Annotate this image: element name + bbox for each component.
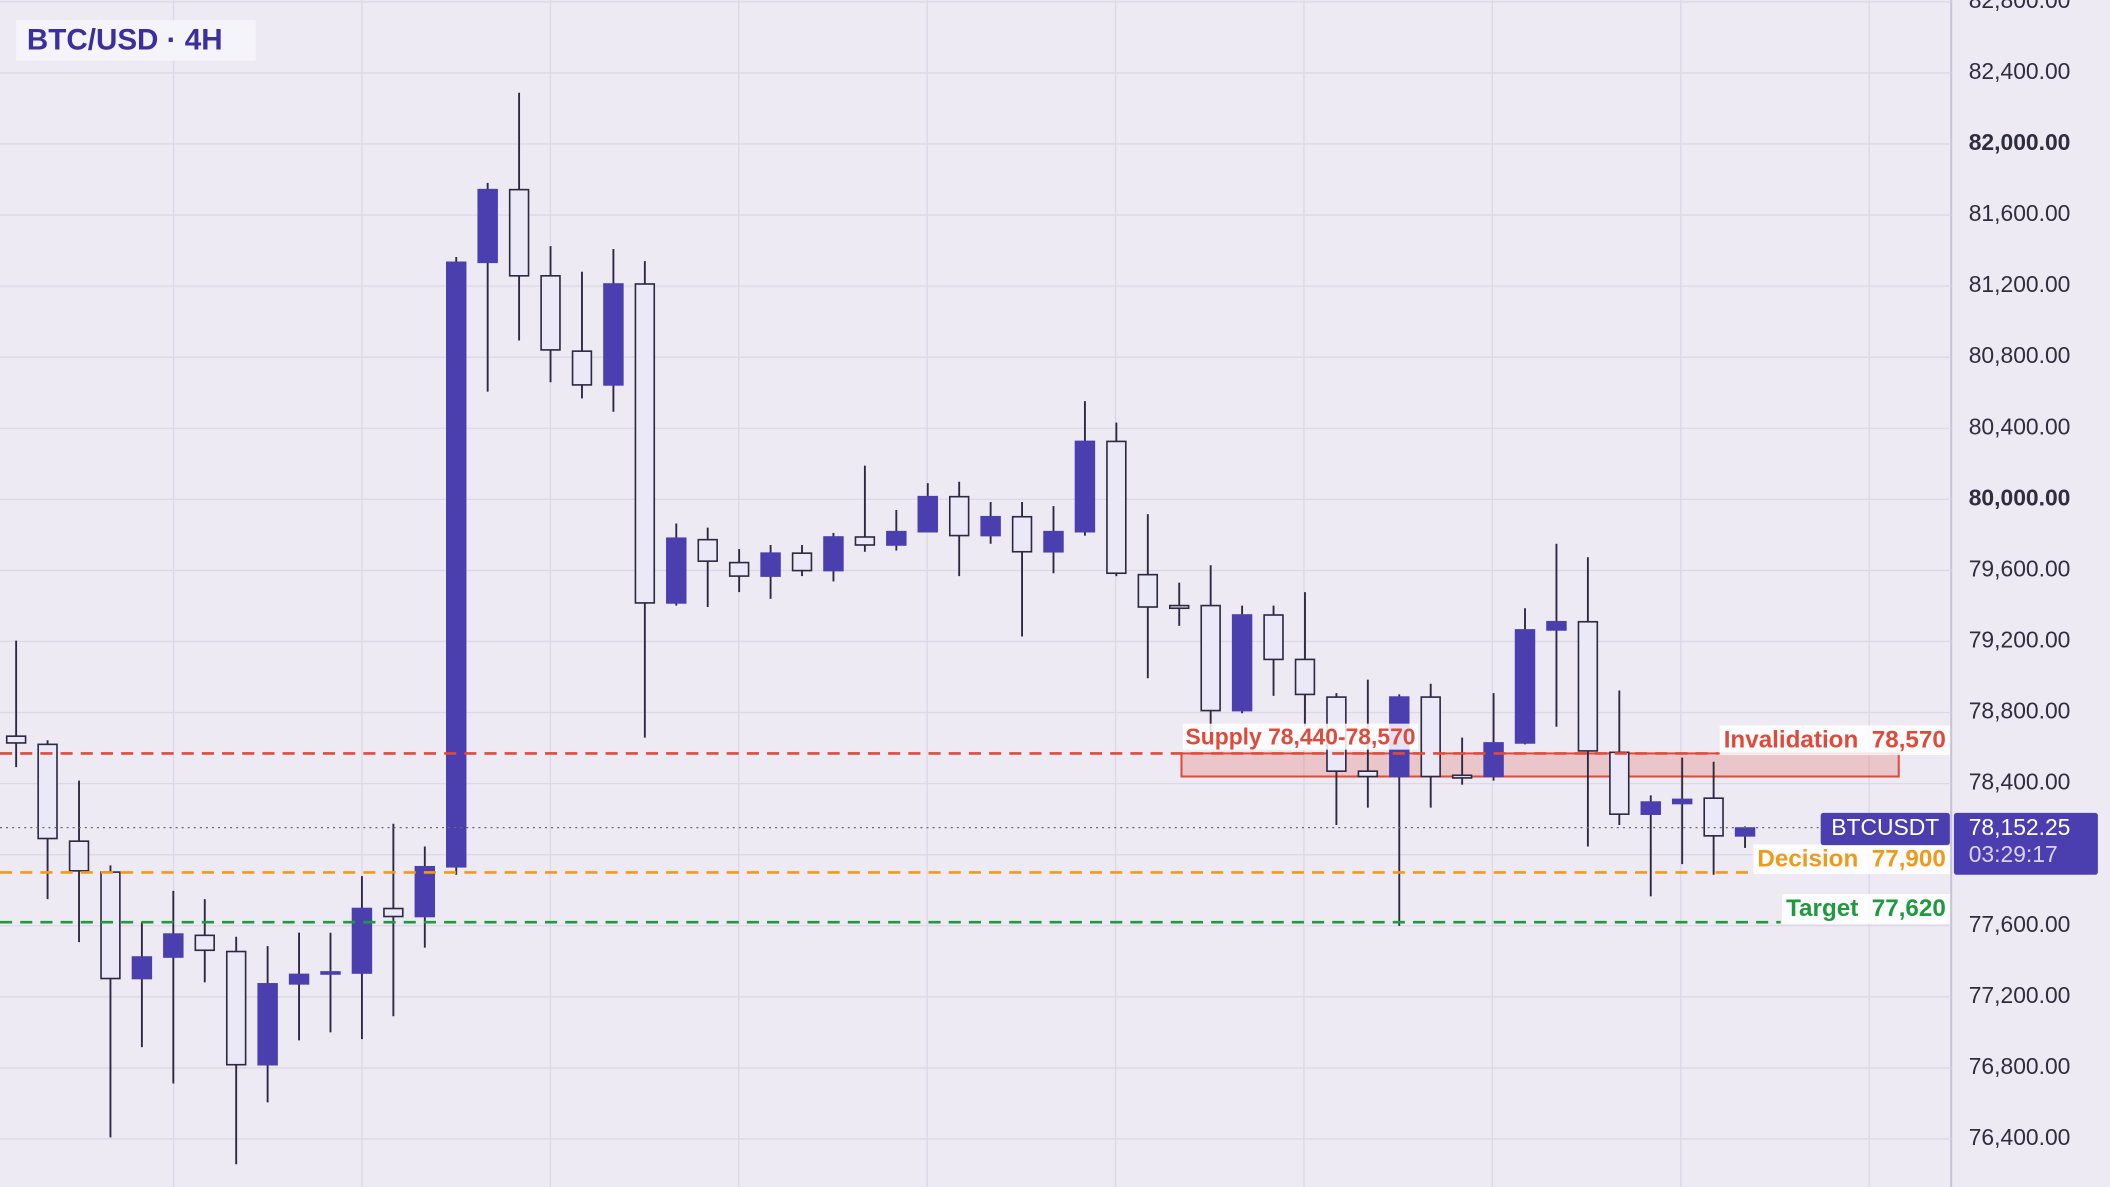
candle-body-down	[1294, 658, 1316, 696]
y-tick-label: 81,200.00	[1969, 271, 2071, 297]
candle-body-down	[5, 735, 27, 744]
chart-title: BTC/USD · 4H	[27, 24, 223, 57]
level-label-background	[1719, 725, 1950, 756]
y-tick-label: 82,000.00	[1969, 129, 2071, 155]
candle-body-down	[383, 907, 404, 918]
y-tick-label: 79,200.00	[1969, 627, 2071, 653]
level-value: 78,570	[1872, 727, 1946, 754]
last-price-label: 78,152.25	[1969, 814, 2071, 840]
candle-body-up	[1483, 742, 1504, 778]
candle-body-down	[1703, 797, 1724, 837]
candle-body-down	[1577, 620, 1599, 752]
level-name: Invalidation	[1724, 727, 1859, 754]
candle-body-up	[666, 537, 687, 604]
candle-body-down	[1609, 751, 1630, 815]
candle-body-down	[540, 275, 561, 351]
y-tick-label: 78,400.00	[1969, 769, 2071, 795]
level-label: Decision 77,900	[1757, 846, 1945, 873]
candle-body-up	[1734, 827, 1756, 837]
candle-body-down	[1011, 515, 1033, 553]
ticker-badge	[1820, 812, 1950, 846]
candle-body-up	[760, 552, 781, 577]
candle-body-down	[854, 536, 876, 546]
candle-body-up	[886, 530, 907, 546]
candle-body-up	[1640, 801, 1661, 815]
candle-body-up	[351, 907, 373, 974]
y-tick-label: 77,600.00	[1969, 911, 2071, 937]
zone-label: Supply 78,440-78,570	[1186, 724, 1416, 750]
y-tick-label: 80,400.00	[1969, 413, 2071, 439]
candle-body-down	[1263, 614, 1284, 661]
price-badge	[1953, 812, 2098, 875]
candle-body-up	[1514, 629, 1536, 744]
candle-body-down	[508, 188, 530, 277]
plot	[0, 92, 1900, 1165]
candle-body-up	[257, 983, 278, 1066]
level-value: 77,620	[1872, 895, 1946, 922]
candle-body-down	[571, 350, 593, 386]
y-tick-label: 82,800.00	[1969, 0, 2071, 13]
candle-body-down	[728, 561, 750, 577]
candle-body-up	[414, 865, 436, 918]
level-name: Decision	[1757, 846, 1858, 873]
candle-body-down	[194, 934, 215, 952]
level-label-background	[1753, 844, 1950, 875]
candle-body-down	[1106, 440, 1127, 575]
candle-body-down	[100, 871, 121, 980]
candle-body-down	[225, 950, 247, 1066]
countdown-label: 03:29:17	[1969, 841, 2058, 867]
candle-body-down	[37, 743, 58, 840]
candle-body-up	[823, 536, 844, 572]
candle-body-down	[1420, 696, 1441, 778]
candle-body-up	[917, 495, 938, 533]
zone-label-background	[1182, 723, 1419, 750]
candle-body-down	[1137, 573, 1159, 608]
y-tick-label: 78,800.00	[1969, 698, 2071, 724]
candle-body-up	[1043, 530, 1064, 553]
candle-body-up	[446, 261, 467, 868]
candle-body-up	[320, 971, 341, 975]
candle-body-down	[791, 552, 813, 572]
level-label: Target 77,620	[1786, 895, 1946, 922]
title-background	[16, 20, 256, 61]
candle-body-up	[1231, 614, 1253, 712]
candle-body-down	[68, 840, 90, 872]
y-tick-label: 79,600.00	[1969, 555, 2071, 581]
y-tick-label: 82,400.00	[1969, 58, 2071, 84]
candle-body-down	[634, 283, 656, 604]
overlays: Invalidation 78,570 Decision 77,900 Target 77…	[1182, 723, 1950, 924]
supply-zone	[1180, 752, 1900, 778]
level-value: 77,900	[1872, 846, 1946, 873]
y-tick-label: 76,800.00	[1969, 1053, 2071, 1079]
candle-body-down	[1169, 604, 1190, 610]
level-label: Invalidation 78,570	[1724, 727, 1946, 754]
candle-body-down	[697, 538, 718, 562]
candle-body-up	[980, 515, 1001, 537]
y-tick-label: 81,600.00	[1969, 200, 2071, 226]
y-tick-label: 77,200.00	[1969, 982, 2071, 1008]
candle-body-down	[1357, 770, 1379, 778]
candle-body-down	[1200, 604, 1221, 712]
candle-body-up	[1546, 620, 1567, 631]
candle-body-up	[288, 973, 310, 985]
y-tick-label: 76,400.00	[1969, 1124, 2071, 1150]
candle-body-down	[948, 495, 970, 537]
level-label-background	[1782, 894, 1950, 924]
candle-body-up	[131, 956, 153, 980]
y-tick-label: 80,000.00	[1969, 484, 2071, 510]
candle-body-up	[1671, 798, 1693, 805]
candle-body-up	[163, 933, 184, 958]
candle-body-up	[1074, 440, 1096, 533]
y-tick-label: 80,800.00	[1969, 342, 2071, 368]
level-name: Target	[1786, 895, 1858, 922]
candle-body-up	[603, 283, 624, 386]
ticker-label: BTCUSDT	[1831, 814, 1939, 840]
grid	[0, 0, 1952, 1187]
candle-body-down	[1451, 774, 1473, 779]
candle-body-up	[477, 188, 498, 264]
